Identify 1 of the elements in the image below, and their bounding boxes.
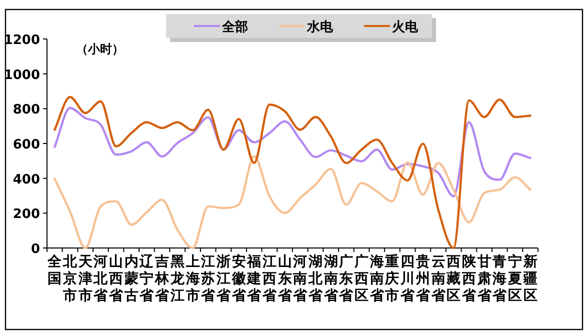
ylabel: （小时） xyxy=(76,42,124,56)
